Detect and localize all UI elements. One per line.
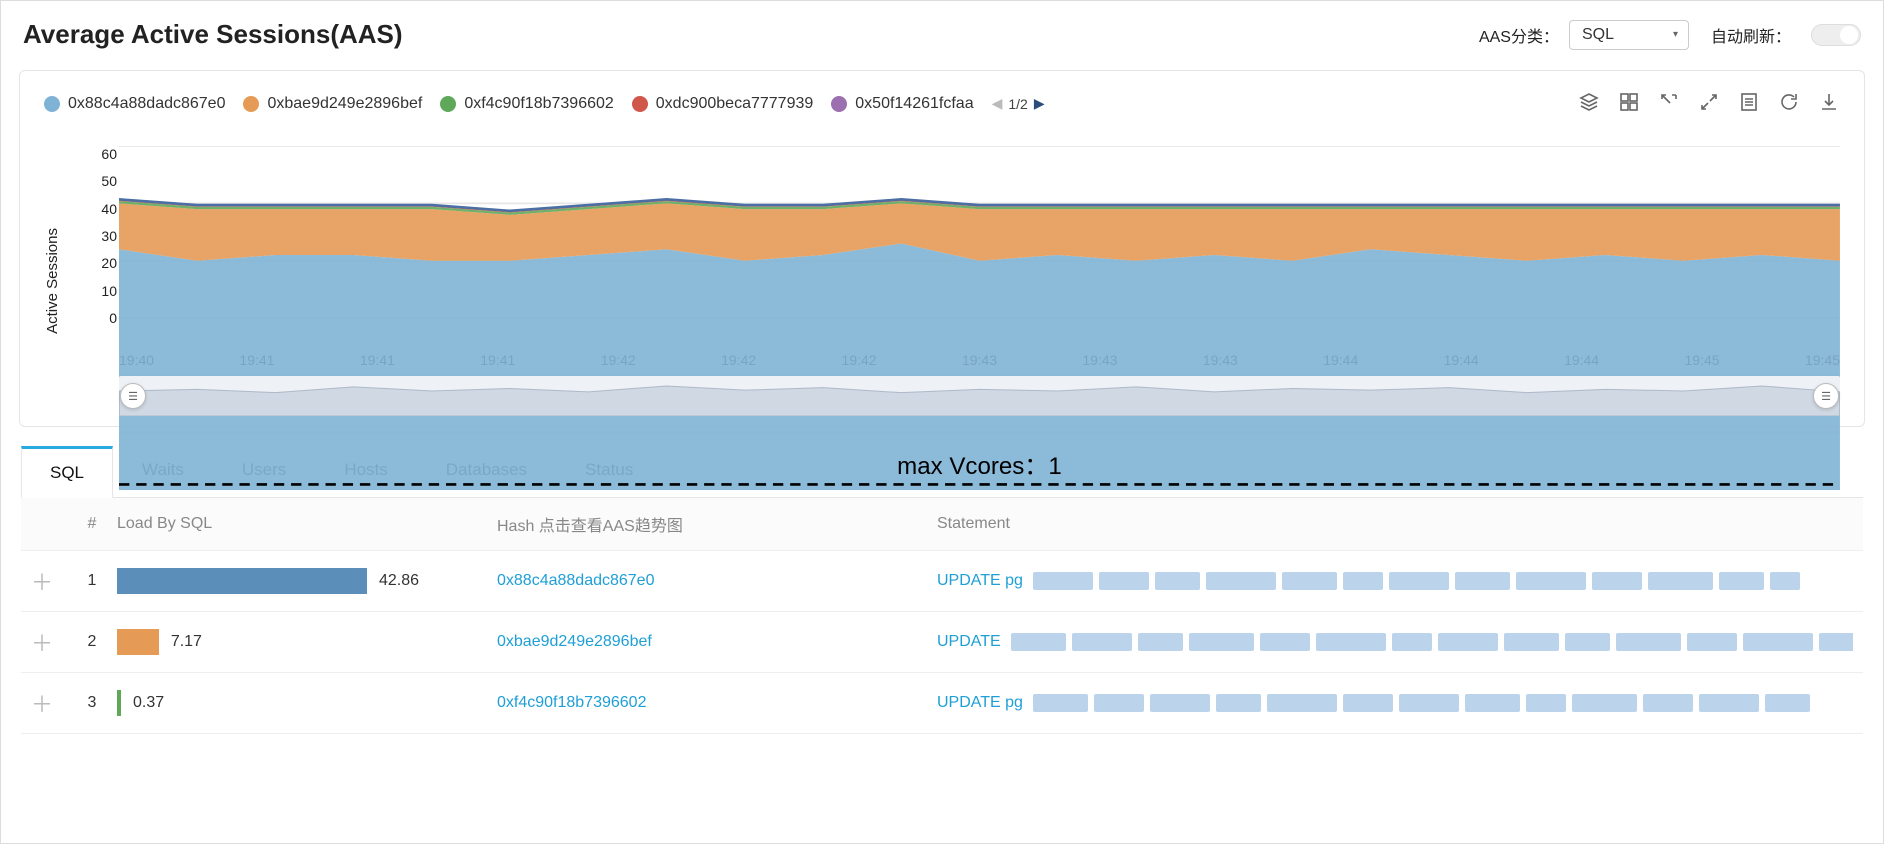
load-value: 42.86 [379, 572, 419, 590]
table-row: ＋ 3 0.37 0xf4c90f18b7396602 UPDATE pg [21, 673, 1863, 734]
row-hash-link[interactable]: 0x88c4a88dadc867e0 [497, 572, 937, 590]
legend-item[interactable]: 0x88c4a88dadc867e0 [44, 95, 225, 113]
statement-redacted [1033, 572, 1800, 590]
table-row: ＋ 2 7.17 0xbae9d249e2896bef UPDATE [21, 612, 1863, 673]
prev-page-icon[interactable]: ◀ [992, 95, 1003, 112]
y-ticks: 6050403020100 [69, 146, 117, 326]
max-vcores-label: max Vcores：1 [897, 453, 1062, 480]
legend-label: 0xbae9d249e2896bef [267, 95, 422, 113]
legend-swatch [632, 96, 648, 112]
page-title: Average Active Sessions(AAS) [23, 19, 1479, 50]
legend-swatch [440, 96, 456, 112]
tab-sql[interactable]: SQL [21, 446, 113, 498]
zoom-reset-icon[interactable] [1698, 91, 1720, 116]
expand-row-icon[interactable]: ＋ [31, 626, 67, 658]
chart-plot[interactable]: 6050403020100 max Vcores：1 [69, 146, 1840, 346]
aas-chart-card: 0x88c4a88dadc867e0 0xbae9d249e2896bef 0xf4… [19, 70, 1865, 427]
legend-label: 0x88c4a88dadc867e0 [68, 95, 225, 113]
legend-label: 0x50f14261fcfaa [855, 95, 973, 113]
row-statement-link[interactable]: UPDATE [937, 633, 1853, 651]
legend-item[interactable]: 0xf4c90f18b7396602 [440, 95, 613, 113]
legend-swatch [44, 96, 60, 112]
grid-icon[interactable] [1618, 91, 1640, 116]
legend-item[interactable]: 0x50f14261fcfaa [831, 95, 973, 113]
legend-label: 0xdc900beca7777939 [656, 95, 813, 113]
col-index: # [67, 515, 117, 533]
load-bar [117, 568, 367, 594]
brush-mini-chart [119, 376, 1840, 416]
load-bar [117, 629, 159, 655]
row-load: 0.37 [117, 690, 497, 716]
legend-swatch [243, 96, 259, 112]
chevron-down-icon: ▾ [1673, 29, 1678, 40]
auto-refresh-toggle[interactable] [1811, 24, 1861, 46]
row-hash-link[interactable]: 0xf4c90f18b7396602 [497, 694, 937, 712]
brush-handle-right[interactable]: ☰ [1813, 383, 1839, 409]
row-statement-link[interactable]: UPDATE pg [937, 572, 1853, 590]
row-index: 2 [67, 633, 117, 651]
statement-redacted [1033, 694, 1810, 712]
statement-prefix: UPDATE [937, 633, 1001, 651]
category-label: AAS分类： [1479, 23, 1559, 47]
table-row: ＋ 1 42.86 0x88c4a88dadc867e0 UPDATE pg [21, 551, 1863, 612]
load-value: 7.17 [171, 633, 202, 651]
y-axis-label: Active Sessions [44, 228, 61, 334]
chart-svg: max Vcores：1 [119, 146, 1840, 490]
header: Average Active Sessions(AAS) AAS分类： SQL … [1, 1, 1883, 60]
page-indicator: 1/2 [1008, 96, 1027, 112]
legend-swatch [831, 96, 847, 112]
zoom-area-icon[interactable] [1658, 91, 1680, 116]
refresh-label: 自动刷新： [1711, 23, 1791, 47]
chart-toolbar [1578, 91, 1840, 116]
download-icon[interactable] [1818, 91, 1840, 116]
expand-row-icon[interactable]: ＋ [31, 565, 67, 597]
legend-item[interactable]: 0xbae9d249e2896bef [243, 95, 422, 113]
load-value: 0.37 [133, 694, 164, 712]
refresh-icon[interactable] [1778, 91, 1800, 116]
expand-row-icon[interactable]: ＋ [31, 687, 67, 719]
data-view-icon[interactable] [1738, 91, 1760, 116]
col-load: Load By SQL [117, 515, 497, 533]
row-index: 1 [67, 572, 117, 590]
brush-range[interactable]: ☰ ☰ [119, 376, 1840, 416]
aas-panel: Average Active Sessions(AAS) AAS分类： SQL … [0, 0, 1884, 844]
row-statement-link[interactable]: UPDATE pg [937, 694, 1853, 712]
statement-prefix: UPDATE pg [937, 694, 1023, 712]
col-statement: Statement [937, 515, 1853, 533]
sql-table: # Load By SQL Hash 点击查看AAS趋势图 Statement … [21, 498, 1863, 734]
chart-legend: 0x88c4a88dadc867e0 0xbae9d249e2896bef 0xf4… [44, 91, 1840, 116]
col-hash: Hash 点击查看AAS趋势图 [497, 512, 937, 536]
table-header: # Load By SQL Hash 点击查看AAS趋势图 Statement [21, 498, 1863, 551]
statement-redacted [1011, 633, 1853, 651]
load-bar [117, 690, 121, 716]
brush-handle-left[interactable]: ☰ [120, 383, 146, 409]
legend-label: 0xf4c90f18b7396602 [464, 95, 613, 113]
next-page-icon[interactable]: ▶ [1034, 95, 1045, 112]
row-load: 42.86 [117, 568, 497, 594]
row-hash-link[interactable]: 0xbae9d249e2896bef [497, 633, 937, 651]
legend-pager: ◀ 1/2 ▶ [992, 95, 1045, 112]
category-select[interactable]: SQL ▾ [1569, 20, 1689, 50]
row-load: 7.17 [117, 629, 497, 655]
row-index: 3 [67, 694, 117, 712]
layers-icon[interactable] [1578, 91, 1600, 116]
category-value: SQL [1582, 26, 1614, 44]
statement-prefix: UPDATE pg [937, 572, 1023, 590]
legend-item[interactable]: 0xdc900beca7777939 [632, 95, 813, 113]
